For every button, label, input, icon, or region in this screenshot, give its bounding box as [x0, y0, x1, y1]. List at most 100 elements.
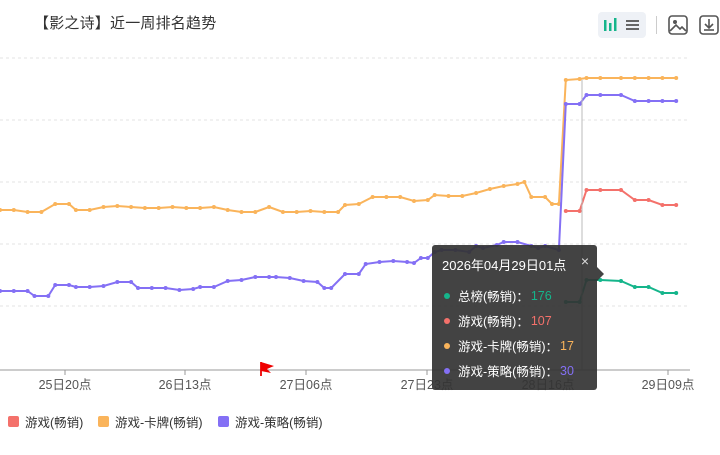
legend-item-card[interactable]: 游戏-卡牌(畅销): [98, 412, 203, 431]
series-point: [598, 76, 603, 80]
series-point: [322, 210, 327, 214]
close-icon[interactable]: ×: [580, 253, 589, 269]
x-tick-label: 29日09点: [642, 378, 695, 392]
tooltip-value: 30: [560, 363, 574, 378]
series-point: [225, 208, 230, 212]
series-point: [563, 78, 568, 82]
legend-swatch: [98, 416, 109, 427]
series-point: [632, 285, 637, 289]
series-point: [46, 294, 51, 298]
series-point: [239, 278, 244, 282]
series-point: [563, 102, 568, 106]
series-point: [211, 205, 216, 209]
series-point: [53, 202, 58, 206]
event-flag-icon[interactable]: [260, 362, 274, 376]
series-point: [225, 279, 230, 283]
series-point: [274, 275, 278, 279]
series-point: [646, 198, 651, 202]
series-point: [73, 208, 78, 212]
series-point: [39, 210, 44, 214]
tooltip-row: 游戏-策略(畅销)： 30: [442, 358, 587, 383]
series-line: [0, 77, 677, 213]
series-point: [632, 198, 637, 202]
series-point: [129, 205, 134, 209]
series-point: [405, 260, 410, 264]
series-point: [412, 261, 416, 265]
bar-chart-icon[interactable]: [598, 12, 624, 38]
series-point: [87, 208, 92, 212]
series-point: [660, 291, 665, 295]
series-point: [632, 76, 637, 80]
series-point: [515, 240, 520, 244]
tooltip-dot: [444, 292, 450, 299]
series-point: [198, 285, 203, 289]
series-point: [11, 289, 16, 293]
series-point: [619, 76, 623, 80]
series-point: [674, 99, 679, 103]
series-point: [239, 210, 244, 214]
series-point: [142, 206, 147, 210]
tooltip-row: 游戏(畅销)： 107: [442, 308, 587, 333]
legend-label: 游戏-策略(畅销): [235, 416, 323, 430]
series-point: [11, 208, 16, 212]
series-point: [101, 205, 106, 209]
series-point: [522, 180, 527, 184]
series-point: [267, 205, 272, 209]
series-point: [294, 210, 299, 214]
tooltip-dot: [444, 367, 450, 374]
series-point: [184, 206, 189, 210]
series-point: [543, 195, 548, 199]
tooltip-label: 游戏-策略(畅销)：: [458, 365, 558, 379]
tooltip-value: 107: [530, 313, 552, 328]
series-point: [136, 286, 140, 290]
tooltip-dot: [444, 317, 450, 324]
legend-item-game[interactable]: 游戏(畅销): [8, 412, 83, 431]
x-tick-label: 26日13点: [159, 378, 212, 392]
legend-item-strategy[interactable]: 游戏-策略(畅销): [218, 412, 323, 431]
series-point: [163, 286, 168, 290]
tooltip-title: 2026年04月29日01点: [442, 258, 567, 273]
series-point: [0, 208, 2, 212]
data-tooltip: 2026年04月29日01点 × 总榜(畅销)： 176 游戏(畅销)： 107 游戏-…: [432, 245, 604, 390]
series-point: [425, 256, 430, 260]
series-point: [674, 203, 679, 207]
series-point: [67, 283, 71, 287]
series-point: [446, 194, 451, 198]
series-point: [253, 275, 258, 279]
series-point: [577, 209, 582, 213]
list-icon[interactable]: [620, 12, 646, 38]
series-point: [584, 188, 589, 192]
series-point: [308, 209, 313, 213]
legend-label: 游戏-卡牌(畅销): [115, 416, 203, 430]
series-point: [287, 276, 292, 280]
series-point: [391, 259, 396, 263]
series-point: [398, 195, 403, 199]
series-point: [198, 206, 203, 210]
series-point: [556, 202, 561, 206]
series-point: [73, 285, 78, 289]
series-point: [460, 194, 465, 198]
series-point: [598, 188, 603, 192]
tooltip-label: 游戏(畅销)：: [458, 315, 529, 329]
series-point: [211, 285, 216, 289]
series-point: [115, 204, 120, 208]
series-point: [129, 280, 134, 284]
series-point: [674, 291, 679, 295]
series-point: [660, 76, 665, 80]
download-icon[interactable]: [696, 12, 720, 38]
x-tick-label: 25日20点: [39, 378, 92, 392]
chart-title: 【影之诗】近一周排名趋势: [34, 15, 217, 32]
image-download-icon[interactable]: [665, 12, 691, 38]
series-point: [67, 202, 71, 206]
series-point: [177, 288, 182, 292]
series-point: [660, 203, 665, 207]
series-point: [336, 210, 341, 214]
series-point: [191, 287, 196, 291]
series-point: [418, 256, 423, 260]
series-point: [646, 76, 651, 80]
series-point: [267, 275, 272, 279]
series-point: [149, 286, 154, 290]
series-point: [577, 102, 582, 106]
series-point: [619, 188, 623, 192]
